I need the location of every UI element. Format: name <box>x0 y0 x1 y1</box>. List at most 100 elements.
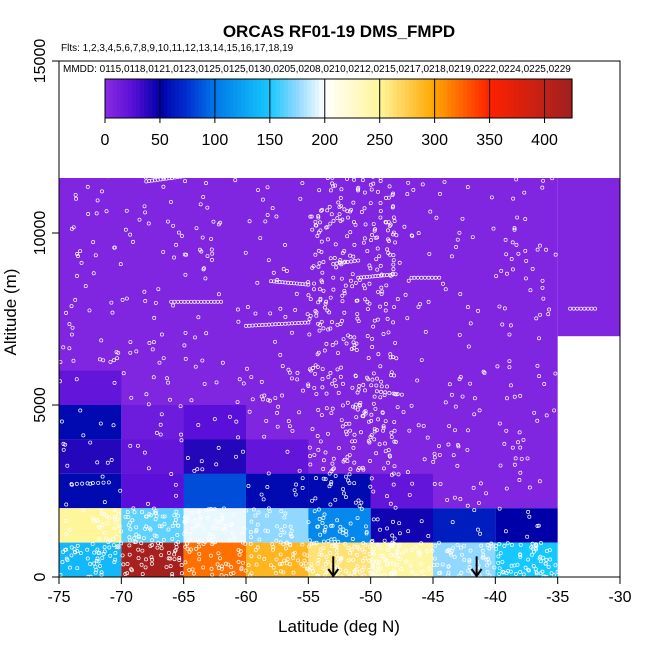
flight-point <box>427 251 432 256</box>
flight-point <box>311 569 315 574</box>
flight-point <box>322 512 327 517</box>
flight-point <box>369 476 374 481</box>
flight-point <box>95 547 100 552</box>
flight-point <box>477 408 482 413</box>
flight-point <box>546 312 551 317</box>
flight-point <box>355 312 360 317</box>
flight-point <box>249 519 254 524</box>
flight-point <box>526 567 531 572</box>
flight-point <box>378 263 383 268</box>
flight-point <box>94 558 99 563</box>
flight-point <box>289 330 294 335</box>
flight-point <box>92 550 97 555</box>
flight-point <box>380 289 385 294</box>
flight-point <box>284 546 288 551</box>
flight-point <box>290 428 295 433</box>
flight-point <box>419 358 424 362</box>
flight-point <box>283 243 287 247</box>
flight-point <box>361 541 366 546</box>
flight-point <box>535 363 540 368</box>
flight-point <box>456 444 461 449</box>
flight-point <box>97 357 102 362</box>
flight-point <box>371 181 376 186</box>
flight-point <box>386 460 391 465</box>
flight-point <box>346 215 351 220</box>
flight-point <box>308 313 313 318</box>
colorbar-segment <box>268 79 273 118</box>
flight-point <box>309 541 314 546</box>
flight-point <box>497 571 502 576</box>
flight-point <box>528 288 533 293</box>
flight-point <box>298 196 303 201</box>
flight-point <box>155 545 160 550</box>
flight-point <box>353 280 358 285</box>
flight-point <box>367 281 372 286</box>
flight-point <box>362 236 367 241</box>
flight-point <box>115 356 120 361</box>
flight-point <box>328 370 333 375</box>
flight-point <box>173 482 178 487</box>
flight-point <box>342 260 346 265</box>
flight-point <box>352 259 357 263</box>
flight-point <box>259 492 264 497</box>
flight-point <box>355 298 360 303</box>
colorbar-segment <box>412 79 417 118</box>
y-tick-label: 5000 <box>32 387 49 423</box>
flight-point <box>493 543 498 548</box>
flight-point <box>357 504 362 508</box>
flight-point <box>391 471 396 476</box>
flight-point <box>241 381 246 386</box>
heatmap-cell <box>370 542 433 577</box>
flight-point <box>366 419 371 424</box>
flight-point <box>465 447 470 452</box>
flight-point <box>393 505 398 510</box>
flight-point <box>185 541 190 546</box>
flight-point <box>191 571 196 576</box>
flight-point <box>511 196 516 201</box>
flight-point <box>128 340 133 344</box>
flight-point <box>239 565 244 570</box>
x-tick-label: -40 <box>484 589 507 606</box>
colorbar-segment <box>509 79 515 118</box>
colorbar-segment <box>241 79 246 118</box>
flight-point <box>368 571 373 576</box>
flight-point <box>223 561 228 566</box>
flight-point <box>271 565 276 570</box>
flight-point <box>537 556 542 561</box>
flight-point <box>518 552 523 557</box>
colorbar-segment <box>361 79 367 118</box>
flight-point <box>198 522 203 527</box>
flight-point <box>183 529 188 534</box>
flight-point <box>348 467 353 472</box>
flight-point <box>114 534 119 539</box>
flight-point <box>297 410 302 415</box>
flight-point <box>329 480 334 485</box>
flight-point <box>432 563 437 567</box>
flight-point <box>90 516 95 521</box>
flight-point <box>399 392 404 397</box>
flight-point <box>282 515 287 520</box>
flight-point <box>182 519 187 524</box>
flight-point <box>234 419 239 424</box>
colorbar-segment <box>544 79 550 118</box>
down-arrow-head <box>327 568 340 578</box>
flight-point <box>142 204 147 209</box>
flight-point <box>331 262 336 266</box>
flight-point <box>510 267 515 272</box>
colorbar-segment <box>175 79 180 118</box>
flight-point <box>356 185 361 190</box>
colorbar-segment <box>217 79 223 118</box>
flight-point <box>339 365 344 370</box>
flight-point <box>526 557 531 562</box>
flight-point <box>263 528 268 533</box>
colorbar-segment <box>291 79 297 118</box>
flight-point <box>445 549 450 554</box>
flight-point <box>353 405 358 410</box>
flight-point <box>81 433 86 438</box>
flight-point <box>383 419 388 424</box>
flight-point <box>380 553 385 558</box>
flight-point <box>353 373 358 378</box>
colorbar-segment <box>373 79 379 118</box>
flight-point <box>330 467 335 472</box>
flight-point <box>387 223 392 228</box>
